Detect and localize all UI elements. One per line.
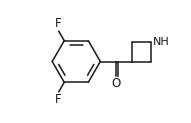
Text: F: F (55, 93, 62, 106)
Text: O: O (111, 77, 121, 90)
Text: NH: NH (152, 37, 169, 47)
Text: F: F (55, 17, 62, 30)
